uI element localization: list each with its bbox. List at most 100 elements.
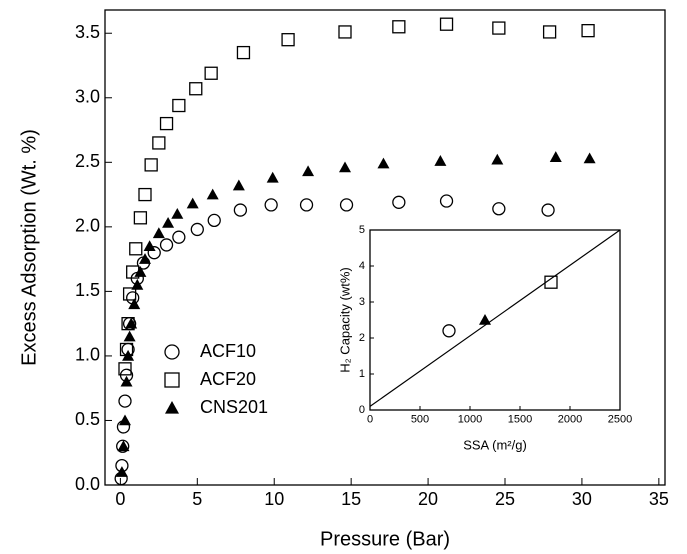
data-point: [233, 203, 248, 217]
data-point: [492, 21, 506, 35]
y-tick-label: 2: [359, 332, 365, 344]
data-point: [190, 222, 204, 237]
data-point: [442, 324, 456, 338]
data-point: [117, 440, 130, 452]
y-tick-label: 2.0: [75, 216, 100, 236]
y-tick-label: 3.5: [75, 22, 100, 42]
data-point: [159, 116, 174, 131]
y-axis-title: H₂ Capacity (wt%): [337, 267, 352, 372]
x-tick-label: 30: [572, 489, 592, 509]
y-tick-label: 3: [359, 296, 365, 308]
data-point: [189, 82, 203, 96]
y-tick-label: 0: [359, 404, 365, 416]
data-point: [125, 317, 138, 329]
data-point: [118, 362, 132, 376]
data-point: [264, 198, 278, 212]
x-tick-label: 0: [115, 489, 125, 509]
data-point: [162, 216, 175, 228]
data-point: [143, 240, 156, 252]
data-point: [479, 314, 491, 325]
y-tick-label: 0.0: [75, 474, 100, 494]
y-tick-label: 0.5: [75, 409, 100, 429]
data-point: [236, 45, 251, 60]
x-tick-label: 35: [649, 489, 669, 509]
x-tick-label: 2000: [558, 413, 582, 425]
data-point: [122, 349, 135, 361]
data-point: [491, 153, 504, 165]
legend-marker: [164, 372, 180, 388]
data-point: [204, 66, 218, 80]
data-point: [159, 238, 174, 252]
y-axis-title: Excess Adsorption (Wt. %): [18, 129, 40, 366]
data-point: [207, 213, 221, 228]
data-point: [134, 266, 147, 277]
fit-line: [369, 229, 621, 407]
data-point: [281, 33, 295, 47]
data-point: [206, 188, 219, 200]
data-point: [339, 161, 351, 173]
legend-marker: [164, 344, 180, 360]
legend-label: ACF10: [200, 341, 256, 361]
data-point: [128, 298, 141, 310]
y-tick-label: 1.5: [75, 280, 100, 300]
data-point: [549, 151, 562, 162]
x-tick-label: 500: [411, 413, 429, 425]
data-point: [152, 227, 165, 239]
data-point: [339, 198, 354, 212]
data-point: [131, 278, 144, 290]
y-tick-label: 4: [359, 260, 365, 272]
x-tick-label: 10: [264, 489, 284, 509]
data-point: [186, 197, 199, 209]
x-tick-label: 5: [192, 489, 202, 509]
x-axis-title: SSA (m²/g): [463, 437, 527, 452]
x-tick-label: 1500: [508, 413, 532, 425]
data-point: [302, 165, 315, 177]
data-point: [392, 20, 406, 34]
y-tick-label: 2.5: [75, 151, 100, 171]
data-point: [139, 253, 151, 264]
y-tick-label: 5: [359, 224, 365, 236]
legend-label: ACF20: [200, 369, 256, 389]
data-point: [122, 287, 137, 301]
data-point: [116, 439, 130, 453]
data-point: [338, 25, 352, 39]
x-tick-label: 0: [367, 413, 373, 425]
data-point: [144, 158, 158, 172]
data-point: [115, 466, 128, 477]
data-point: [492, 202, 506, 216]
x-tick-label: 2500: [608, 413, 632, 425]
data-point: [129, 242, 143, 256]
data-point: [266, 171, 279, 183]
data-point: [541, 203, 555, 217]
data-point: [439, 17, 454, 31]
data-point: [377, 157, 390, 169]
data-point: [120, 375, 133, 387]
data-point: [439, 194, 454, 208]
data-point: [133, 211, 148, 225]
data-point: [172, 230, 186, 244]
data-point: [434, 155, 447, 166]
data-point: [147, 246, 161, 260]
data-point: [232, 179, 245, 191]
legend-label: CNS201: [200, 397, 268, 417]
data-point: [172, 98, 186, 113]
data-point: [171, 207, 184, 219]
y-tick-label: 1.0: [75, 345, 100, 365]
data-point: [118, 394, 132, 408]
data-point: [299, 198, 314, 212]
legend-marker: [165, 401, 179, 414]
data-point: [123, 330, 136, 342]
data-point: [138, 187, 152, 202]
data-point: [119, 414, 131, 426]
y-tick-label: 1: [359, 368, 365, 380]
data-point: [542, 25, 557, 39]
data-point: [392, 195, 406, 209]
x-tick-label: 15: [341, 489, 361, 509]
x-tick-label: 1000: [458, 413, 482, 425]
x-axis-title: Pressure (Bar): [320, 528, 450, 550]
x-tick-label: 25: [495, 489, 515, 509]
x-tick-label: 20: [418, 489, 438, 509]
data-point: [152, 136, 166, 150]
data-point: [583, 152, 596, 164]
